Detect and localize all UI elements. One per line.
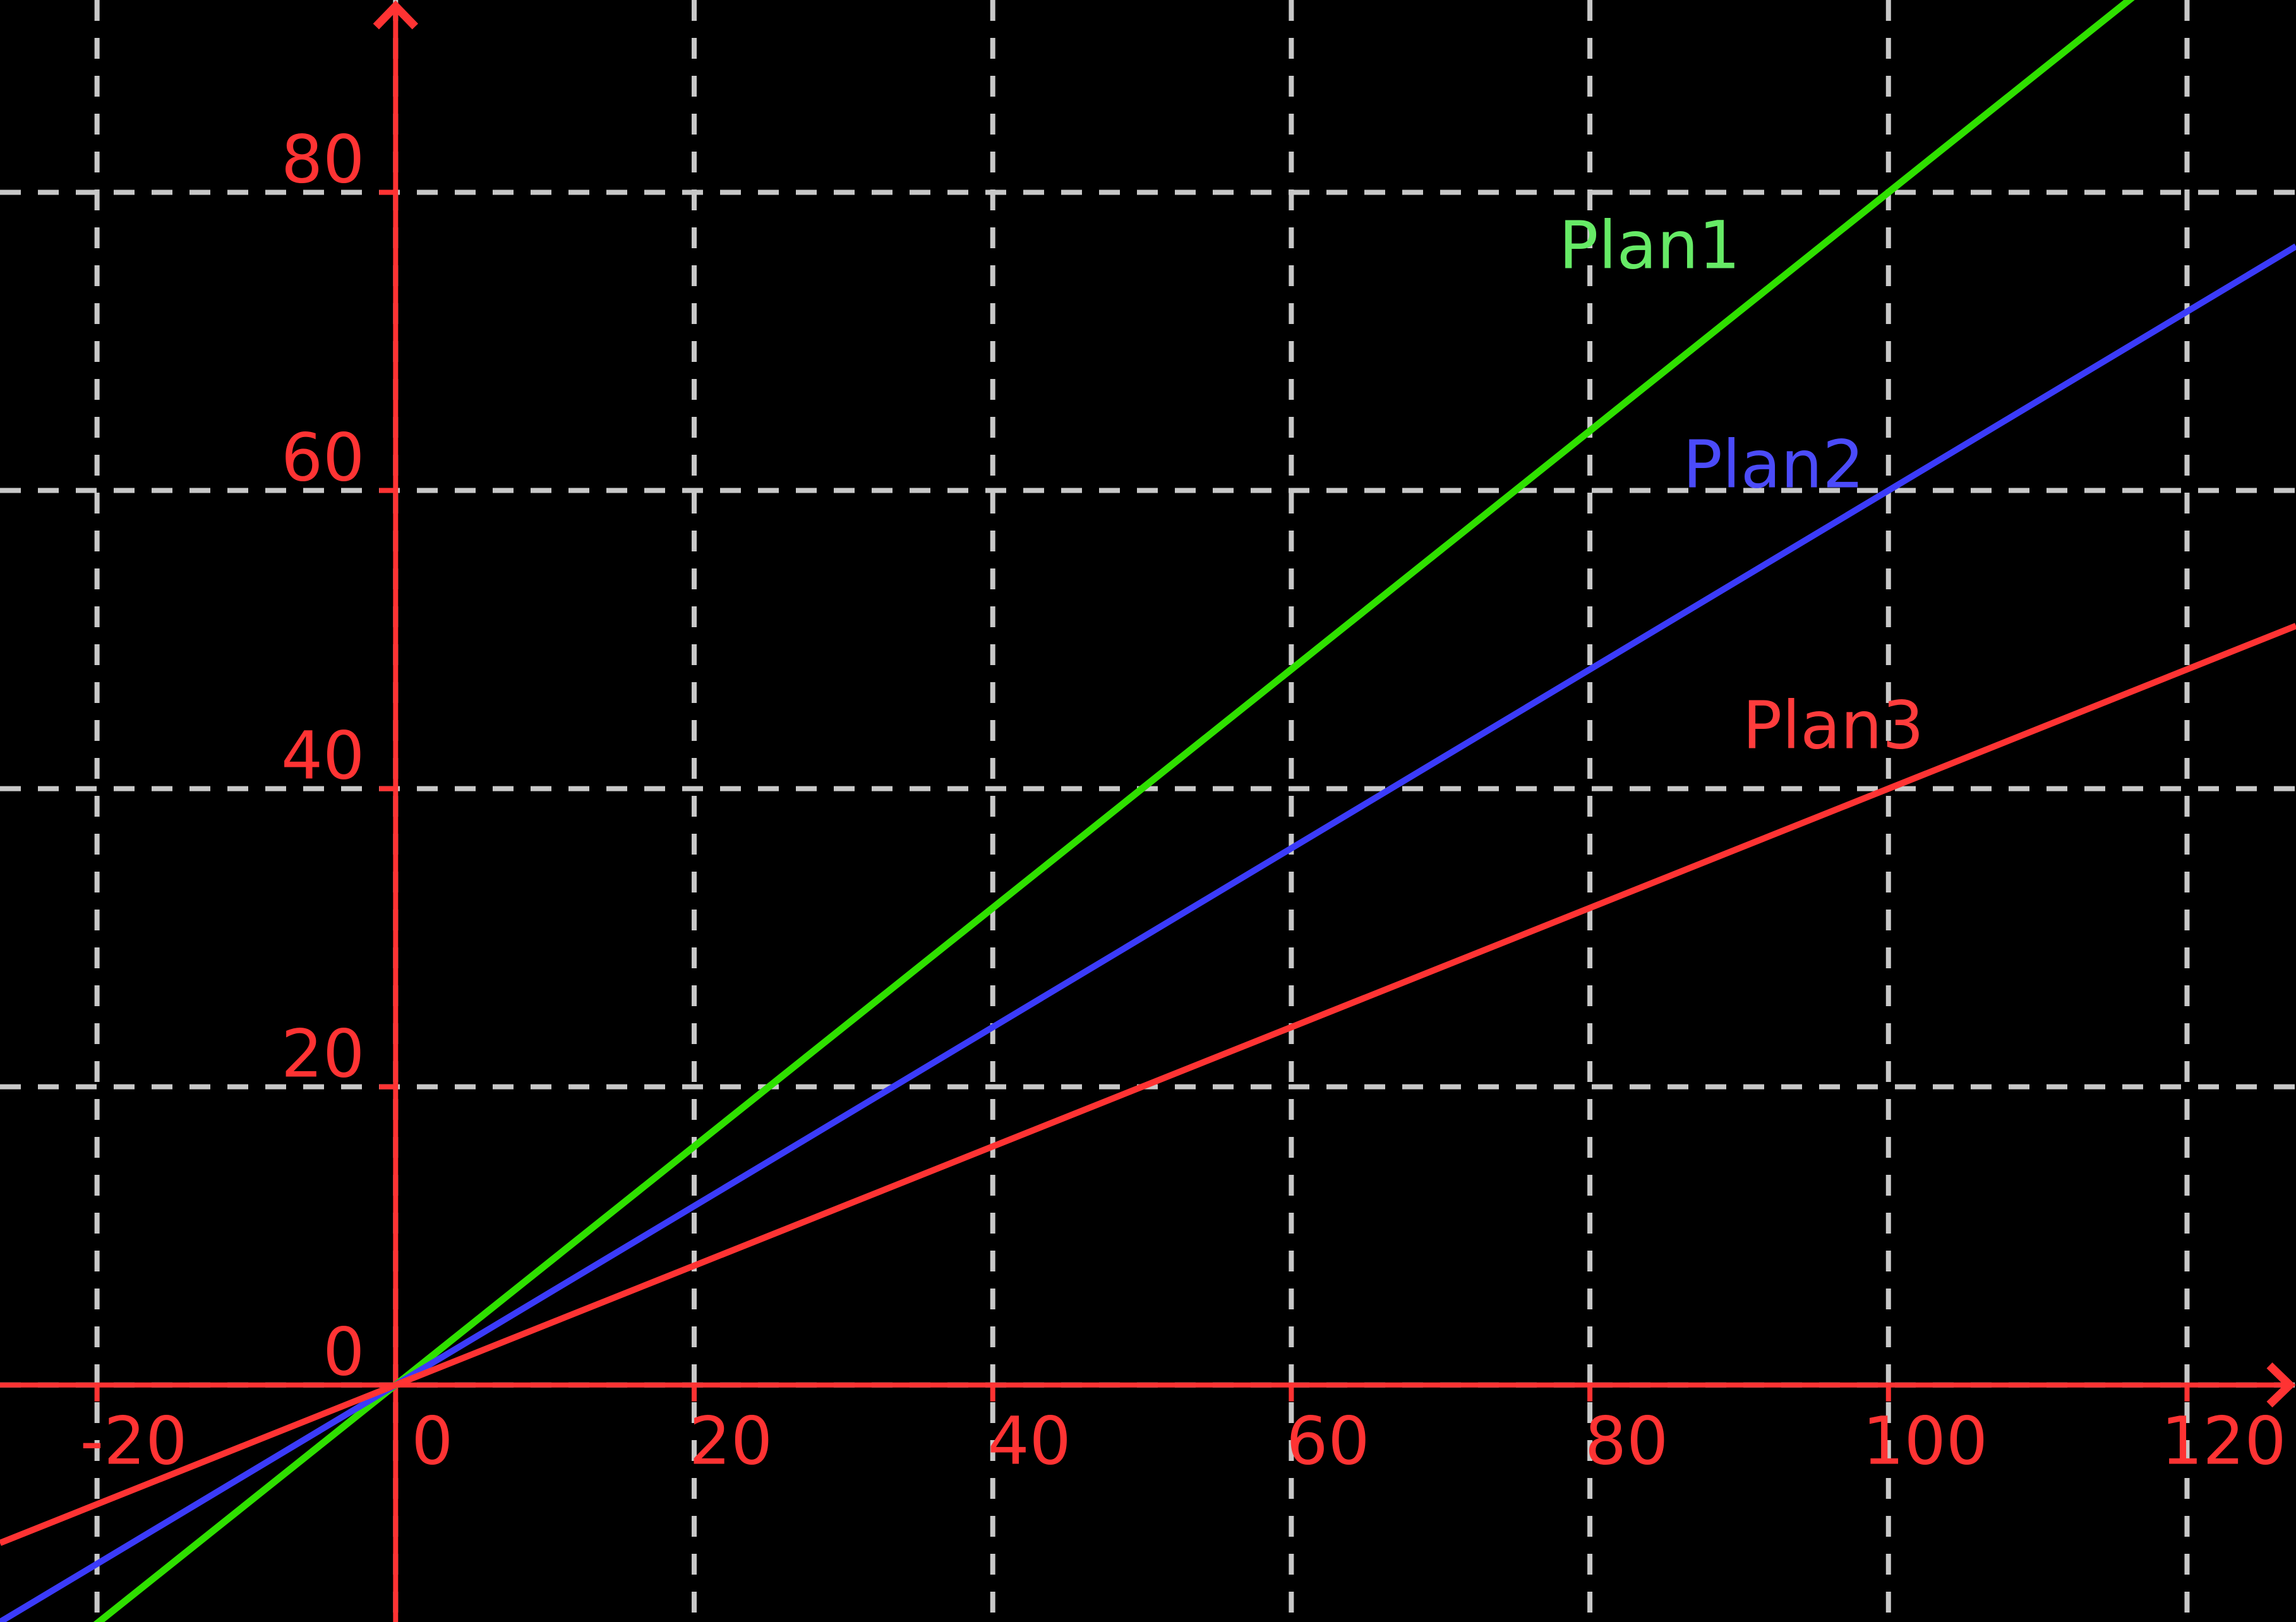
x-tick-label-20: 20	[689, 1403, 772, 1480]
x-tick-label-80: 80	[1585, 1403, 1668, 1480]
x-tick-label-40: 40	[988, 1403, 1071, 1480]
y-tick-label-40: 40	[281, 718, 364, 795]
series-label-plan3: Plan3	[1743, 687, 1924, 764]
series-line-plan3	[0, 623, 2296, 1546]
series-label-plan2: Plan2	[1683, 426, 1864, 503]
y-tick-label-80: 80	[281, 121, 364, 198]
series-label-plan1: Plan1	[1559, 207, 1740, 284]
x-tick-label-100: 100	[1863, 1403, 1988, 1480]
x-tick-label-0: 0	[411, 1403, 453, 1480]
x-tick-label--20: -20	[80, 1403, 188, 1480]
x-tick-label-120: 120	[2161, 1403, 2287, 1480]
y-tick-label-20: 20	[281, 1016, 364, 1093]
x-tick-label-60: 60	[1286, 1403, 1369, 1480]
x-axis-arrowhead-icon	[2266, 1362, 2296, 1408]
y-tick-label-60: 60	[281, 419, 364, 496]
y-tick-label-0: 0	[323, 1314, 364, 1391]
y-axis-arrowhead-icon	[373, 0, 418, 30]
